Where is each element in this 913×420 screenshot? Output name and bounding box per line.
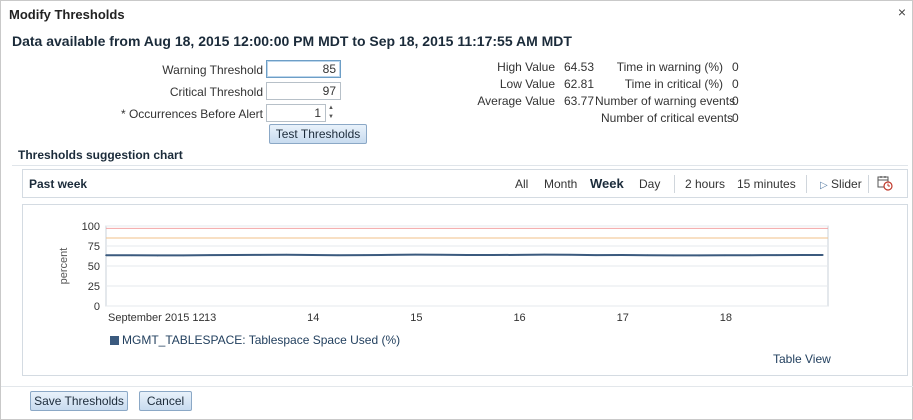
y-tick-label: 50 <box>88 261 100 273</box>
data-point <box>491 254 494 256</box>
y-tick-label: 75 <box>88 241 100 253</box>
y-axis-label: percent <box>58 248 70 285</box>
data-point <box>801 254 804 256</box>
data-point <box>543 253 546 256</box>
occurrences-label: * Occurrences Before Alert <box>120 107 263 121</box>
stepper-up-icon[interactable]: ▲ <box>328 105 334 111</box>
data-availability-headline: Data available from Aug 18, 2015 12:00:0… <box>12 33 572 49</box>
chart-container: 0 25 50 75 100 September 2015 12 13 14 15 16 17 18 p… <box>22 204 908 376</box>
data-point <box>595 254 597 256</box>
x-tick-label: 16 <box>513 312 525 324</box>
data-point <box>208 254 210 256</box>
y-tick-label: 25 <box>88 281 100 293</box>
critical-events-value: 0 <box>732 111 739 125</box>
x-tick-label: 17 <box>617 312 629 324</box>
high-value-label: High Value <box>497 60 555 74</box>
stepper-down-icon[interactable]: ▼ <box>328 114 334 120</box>
data-point <box>414 253 417 256</box>
slider-label: Slider <box>831 177 862 191</box>
y-tick-label: 100 <box>82 221 100 233</box>
time-in-critical-value: 0 <box>732 77 739 91</box>
x-tick-label: 15 <box>410 312 422 324</box>
chart-panel-title: Past week <box>29 177 88 191</box>
time-in-warning-value: 0 <box>732 60 739 74</box>
data-point <box>234 254 236 256</box>
average-value-label: Average Value <box>477 94 555 108</box>
range-day[interactable]: Day <box>639 177 661 191</box>
toolbar-divider <box>868 175 869 193</box>
data-point <box>440 254 443 256</box>
x-tick-label: 18 <box>720 312 732 324</box>
low-value: 62.81 <box>564 77 595 91</box>
range-15-minutes[interactable]: 15 minutes <box>737 177 796 191</box>
data-point <box>363 254 365 256</box>
cancel-button[interactable]: Cancel <box>139 391 192 411</box>
data-point <box>698 254 700 257</box>
data-point <box>105 254 107 256</box>
range-all[interactable]: All <box>515 177 529 191</box>
close-icon[interactable]: × <box>897 4 906 20</box>
test-thresholds-button[interactable]: Test Thresholds <box>269 124 367 144</box>
data-point <box>156 254 159 257</box>
x-tick-label: 14 <box>307 312 319 324</box>
time-in-warning-label: Time in warning (%) <box>616 60 723 74</box>
data-point <box>259 254 262 256</box>
dialog-title: Modify Thresholds <box>9 7 125 22</box>
warning-threshold-input[interactable] <box>266 60 341 78</box>
data-point <box>388 254 391 256</box>
warning-events-value: 0 <box>732 94 739 108</box>
x-tick-label: September 2015 12 <box>108 312 205 324</box>
occurrences-stepper[interactable]: ▲ ▼ <box>326 104 336 122</box>
series-line <box>105 253 823 257</box>
high-value: 64.53 <box>564 60 595 74</box>
occurrences-input[interactable] <box>266 104 326 122</box>
data-point <box>130 254 133 257</box>
warning-threshold-label: Warning Threshold <box>162 63 263 77</box>
low-value-label: Low Value <box>499 77 555 91</box>
data-point <box>724 254 726 257</box>
data-point <box>311 254 314 256</box>
data-point <box>822 254 824 256</box>
y-tick-label: 0 <box>94 301 100 313</box>
range-2-hours[interactable]: 2 hours <box>685 177 726 191</box>
data-point <box>620 254 623 256</box>
time-in-critical-label: Time in critical (%) <box>624 77 723 91</box>
data-point <box>182 254 185 257</box>
critical-threshold-label: Critical Threshold <box>169 85 263 99</box>
data-point <box>672 254 675 257</box>
data-point <box>337 254 339 256</box>
data-point <box>285 253 288 256</box>
data-point <box>646 254 649 256</box>
chart-toolbar: Past week All Month Week Day 2 hours 15 … <box>22 169 908 198</box>
thresholds-line-chart: 0 25 50 75 100 September 2015 12 13 14 15 16 17 18 p… <box>58 221 829 324</box>
toolbar-divider <box>674 175 675 193</box>
calendar-clock-icon[interactable] <box>877 175 893 191</box>
section-divider <box>12 165 908 166</box>
toolbar-divider <box>806 175 807 193</box>
play-icon: ▷ <box>820 180 828 191</box>
critical-threshold-input[interactable] <box>266 82 341 100</box>
average-value: 63.77 <box>564 94 595 108</box>
footer-divider <box>1 386 913 387</box>
range-month[interactable]: Month <box>544 177 578 191</box>
data-point <box>466 254 468 256</box>
data-point <box>517 254 520 256</box>
legend-swatch <box>110 336 119 345</box>
critical-events-label: Number of critical events <box>601 111 734 125</box>
range-week[interactable]: Week <box>590 176 624 191</box>
save-thresholds-button[interactable]: Save Thresholds <box>30 391 128 411</box>
section-title: Thresholds suggestion chart <box>18 148 183 162</box>
data-point <box>749 254 752 256</box>
warning-events-label: Number of warning events <box>595 94 736 108</box>
table-view-link[interactable]: Table View <box>773 352 831 366</box>
data-point <box>569 254 571 256</box>
slider-toggle[interactable]: ▷ Slider <box>820 177 862 191</box>
legend-label: MGMT_TABLESPACE: Tablespace Space Used (… <box>122 333 401 347</box>
x-tick-label: 13 <box>204 312 216 324</box>
data-point <box>775 254 778 256</box>
